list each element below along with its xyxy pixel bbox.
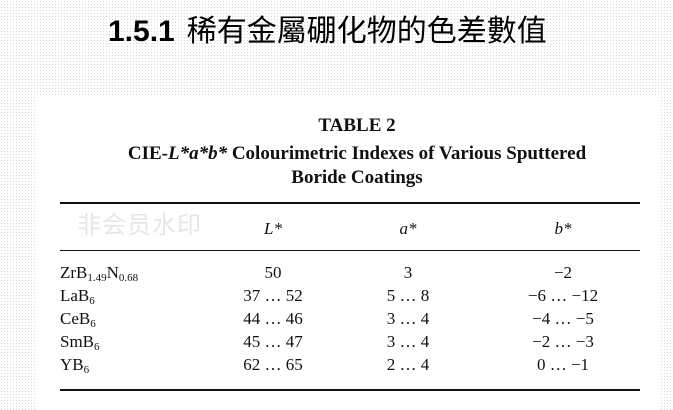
watermark: 非会员水印 bbox=[77, 211, 202, 239]
row-L-value: 45 … 47 bbox=[243, 332, 303, 351]
row-compound: LaB6 bbox=[60, 286, 95, 307]
caption-suffix: Colourimetric Indexes of Various Sputter… bbox=[227, 143, 587, 164]
row-compound: YB6 bbox=[60, 355, 90, 376]
row-a-value: 3 bbox=[403, 263, 413, 282]
row-a-value: 3 … 4 bbox=[386, 332, 430, 351]
row-b-value: −4 … −5 bbox=[532, 309, 594, 328]
bottom-rule bbox=[60, 389, 640, 391]
header-rule bbox=[60, 250, 640, 251]
column-header-b: b* bbox=[554, 219, 572, 238]
table-image: TABLE 2 CIE-L*a*b* Colourimetric Indexes… bbox=[37, 95, 660, 410]
row-b-value: 0 … −1 bbox=[536, 355, 590, 374]
row-a-value: 3 … 4 bbox=[386, 309, 430, 328]
top-rule bbox=[60, 202, 640, 204]
row-a-value: 5 … 8 bbox=[386, 286, 430, 305]
section-title: 稀有金屬硼化物的色差數值 bbox=[186, 15, 547, 48]
caption-italic: L*a*b* bbox=[167, 143, 228, 164]
column-header-L: L* bbox=[264, 219, 282, 238]
row-L-value: 44 … 46 bbox=[243, 309, 303, 328]
row-a-value: 2 … 4 bbox=[386, 355, 430, 374]
slide-heading: 1.5.1 稀有金屬硼化物的色差數值 bbox=[108, 14, 547, 50]
section-number: 1.5.1 bbox=[108, 15, 175, 48]
row-compound: CeB6 bbox=[60, 309, 96, 330]
row-L-value: 62 … 65 bbox=[243, 355, 303, 374]
row-b-value: −2 … −3 bbox=[532, 332, 594, 351]
row-compound: SmB6 bbox=[60, 332, 100, 353]
row-b-value: −6 … −12 bbox=[527, 286, 599, 305]
table-caption-line1: CIE-L*a*b* Colourimetric Indexes of Vari… bbox=[37, 143, 673, 165]
caption-prefix: CIE- bbox=[127, 143, 168, 164]
column-header-a: a* bbox=[399, 219, 417, 238]
row-b-value: −2 bbox=[553, 263, 573, 282]
row-compound: ZrB1.49N0.68 bbox=[60, 263, 139, 284]
table-caption-line2: Boride Coatings bbox=[291, 167, 423, 188]
table-label: TABLE 2 bbox=[318, 115, 396, 136]
row-L-value: 50 bbox=[264, 263, 282, 282]
row-L-value: 37 … 52 bbox=[243, 286, 303, 305]
